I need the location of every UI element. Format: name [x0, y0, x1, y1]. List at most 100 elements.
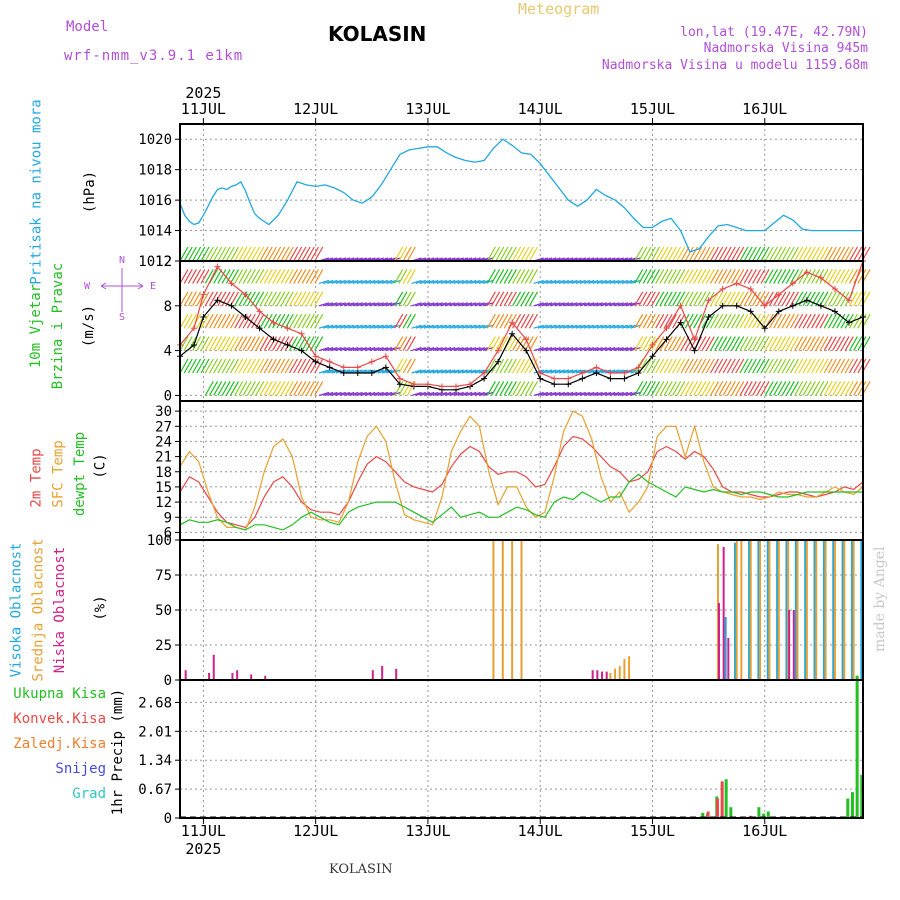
wind-barb — [537, 324, 549, 329]
wind-barb — [609, 391, 620, 396]
wind-barb — [470, 391, 481, 396]
wind-barb — [208, 313, 218, 329]
wind-barb — [263, 381, 273, 396]
wind-point-marker — [368, 370, 375, 376]
wind-barb — [474, 391, 485, 396]
wind-barb — [495, 313, 505, 329]
wind-barb — [213, 381, 223, 396]
wind-barb — [314, 336, 324, 351]
wind-barb — [192, 246, 202, 262]
wind-barb — [613, 279, 624, 284]
wind-barb — [520, 313, 530, 329]
wind-barb — [714, 291, 724, 307]
cloud-bar — [804, 540, 807, 680]
wind-barb — [524, 313, 534, 329]
wind-barb — [596, 324, 607, 329]
wind-barb — [284, 381, 294, 396]
wind-barb — [777, 269, 787, 284]
wind-barb — [242, 336, 252, 351]
wind-barb — [259, 291, 269, 307]
wind-barb — [339, 279, 351, 284]
wind-barb — [752, 269, 762, 284]
wind-barb — [747, 269, 757, 284]
wind-barb — [445, 391, 456, 396]
wind-point-marker — [775, 291, 782, 298]
wind-barb — [609, 347, 620, 352]
wind-barb — [579, 279, 591, 284]
wind-barb — [259, 246, 269, 262]
wind-barb — [646, 269, 656, 284]
wind-barb — [183, 246, 193, 262]
wind-barb — [440, 347, 452, 352]
wind-point-marker — [214, 297, 221, 304]
wind-barb — [512, 336, 522, 351]
wind-point-marker — [719, 286, 726, 292]
wind-barb — [794, 358, 804, 374]
wind-barb — [735, 246, 745, 262]
wind-point-marker — [663, 336, 670, 343]
precip-y-tick-label: 1.34 — [138, 753, 172, 769]
wind-barb — [406, 336, 416, 351]
wind-barb — [516, 358, 526, 374]
wind-barb — [638, 381, 648, 396]
wind-barb — [823, 246, 833, 262]
wind-barb — [663, 269, 673, 284]
wind-point-marker — [803, 297, 810, 304]
wind-barb — [857, 269, 867, 284]
wind-barb — [428, 347, 439, 352]
wind-barb — [360, 391, 372, 396]
wind-barb — [491, 246, 501, 262]
wind-barb — [394, 246, 404, 262]
wind-barb — [213, 313, 223, 329]
wind-barb — [204, 291, 214, 307]
wind-barb — [183, 313, 193, 329]
wind-barb — [272, 269, 282, 284]
wind-barb — [819, 381, 829, 396]
wind-barb — [184, 381, 192, 395]
wind-barb — [714, 269, 724, 284]
wind-barb — [693, 313, 703, 329]
wind-barb — [520, 246, 530, 262]
wind-barb — [857, 246, 867, 262]
wind-barb — [503, 313, 513, 329]
wind-barb — [344, 302, 355, 307]
wind-barb — [449, 324, 460, 329]
wind-barb — [234, 336, 244, 351]
wind-barb — [764, 291, 774, 307]
cloud-y-tick-label: 75 — [155, 568, 172, 584]
wind-barb — [466, 324, 477, 329]
wind-barb — [381, 347, 393, 352]
wind-point-marker — [270, 336, 277, 343]
wind-barb — [309, 291, 320, 307]
wind-point-marker — [453, 383, 460, 390]
wind-barb — [200, 313, 210, 329]
wind-barb — [528, 291, 538, 307]
wind-barb — [301, 246, 311, 262]
wind-y-tick-label: 8 — [164, 299, 172, 315]
wind-barb — [701, 291, 711, 307]
wind-barb — [276, 358, 286, 374]
temperature-y-tick-label: 15 — [155, 480, 172, 496]
wind-barb — [789, 291, 800, 307]
wind-barb — [558, 324, 570, 329]
wind-barb — [453, 324, 464, 329]
wind-barb — [815, 381, 825, 396]
wind-barb — [314, 269, 324, 284]
wind-barb — [507, 381, 517, 396]
wind-barb — [335, 391, 346, 396]
wind-barb — [739, 269, 749, 284]
wind-barb — [575, 302, 586, 307]
wind-barb — [848, 358, 858, 374]
wind-barb — [785, 291, 795, 307]
wind-barb — [204, 336, 214, 351]
wind-barb — [697, 381, 707, 396]
pressure-label: Pritisak na nivou mora — [28, 99, 45, 285]
wind-point-marker — [495, 347, 502, 354]
wind-barb — [520, 291, 530, 307]
wind-barb — [634, 269, 644, 284]
wind-barb — [180, 381, 188, 395]
wind-barb — [466, 302, 477, 307]
wind-barb — [558, 279, 570, 284]
wind-barb — [381, 369, 393, 374]
cloud-bar — [785, 540, 788, 680]
